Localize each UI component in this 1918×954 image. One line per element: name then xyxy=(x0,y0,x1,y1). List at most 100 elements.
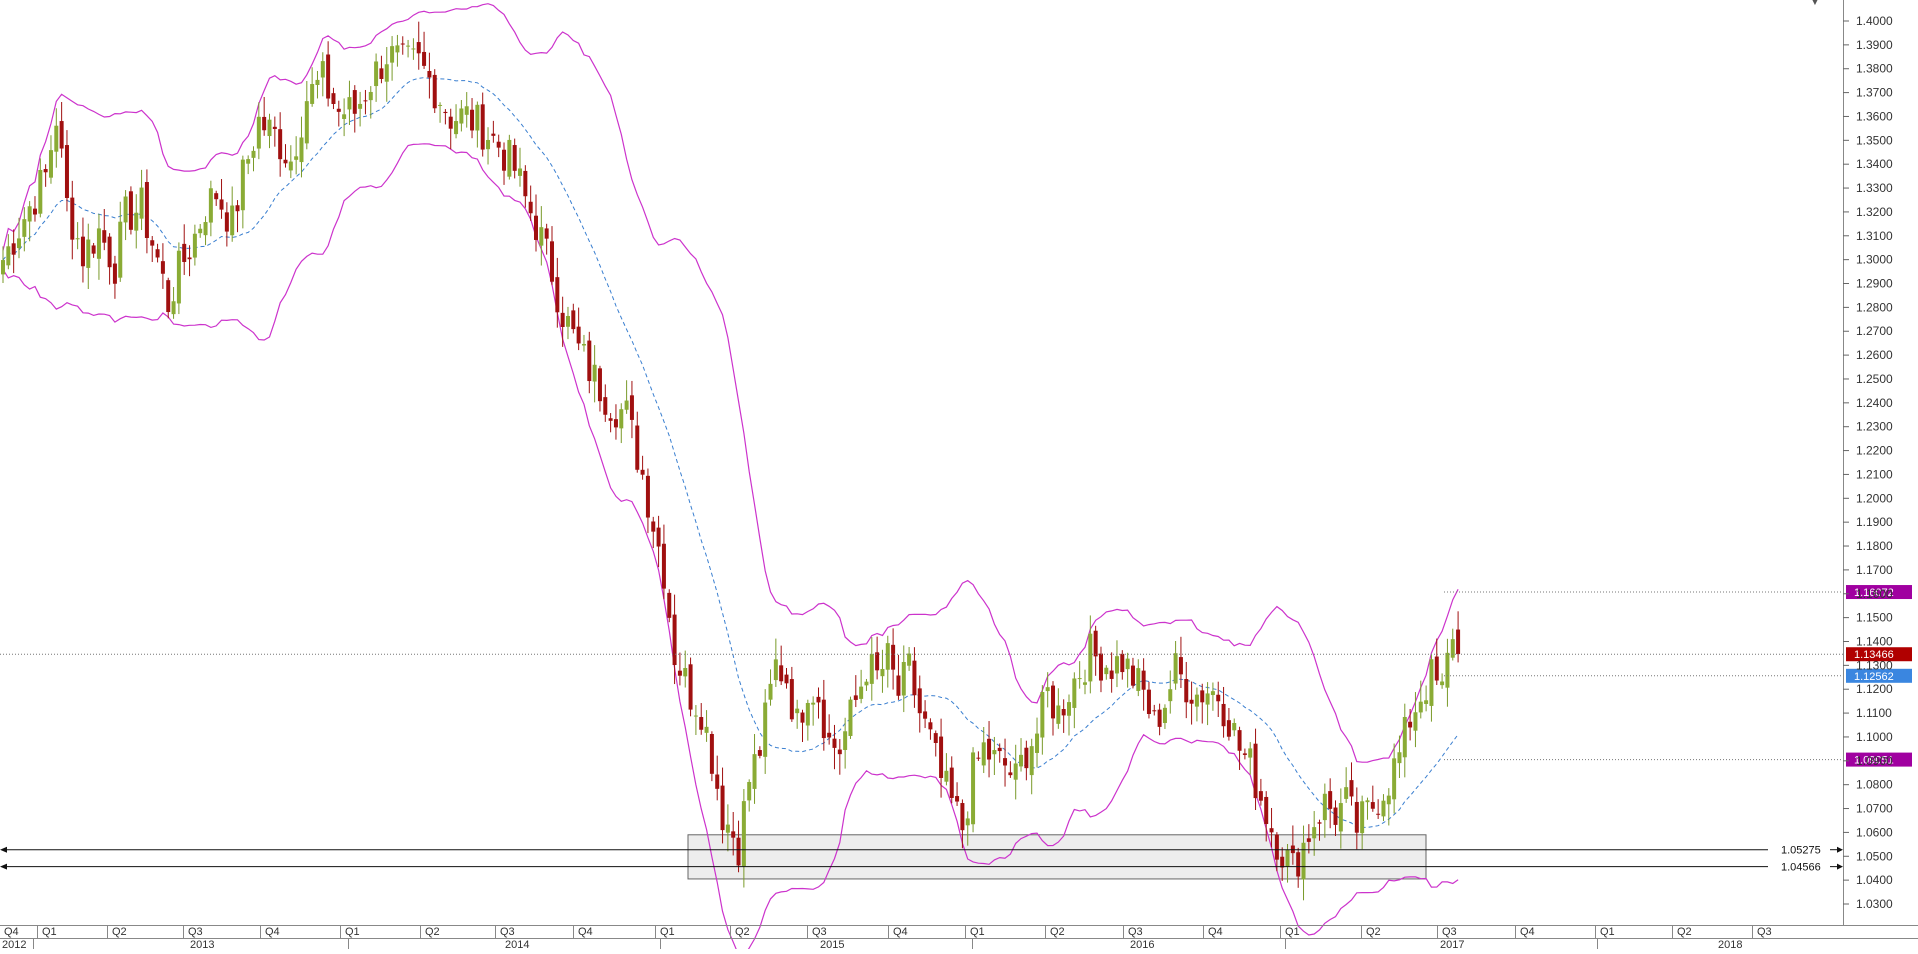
candle-body xyxy=(1114,656,1119,674)
candle-body xyxy=(112,263,117,284)
candle-body xyxy=(789,679,794,720)
y-axis: 1.0300 1.0400 1.0500 1.0600 1.0700 1.0800 1.09… xyxy=(1843,0,1893,925)
candle-body xyxy=(592,364,597,382)
candle-body xyxy=(352,90,357,114)
candle-body xyxy=(1296,852,1301,877)
candle-body xyxy=(1184,678,1189,703)
candle-body xyxy=(496,141,501,148)
candle-body xyxy=(693,715,698,717)
candle-body xyxy=(528,201,533,214)
candle-body xyxy=(518,168,523,176)
candle-body xyxy=(96,228,101,259)
candle-body xyxy=(443,111,448,114)
x-axis: Q4 Q1 Q2 Q3 Q4 Q1 Q2 Q3 Q4 Q1 Q2 Q3 Q4 Q1 Q2 Q3 Q4 Q1 Q2 Q3… xyxy=(0,925,1918,951)
candle-body xyxy=(976,757,981,759)
candles xyxy=(1,21,1461,901)
candle-body xyxy=(1082,682,1087,685)
candle-body xyxy=(486,139,491,150)
candle-body xyxy=(901,661,906,696)
candle-body xyxy=(427,70,432,78)
y-tick-label: 1.1200 xyxy=(1856,682,1893,696)
candle-body xyxy=(539,227,544,246)
x-year-label: 2014 xyxy=(505,939,529,949)
candle-body xyxy=(134,212,139,231)
y-tick-label: 1.2600 xyxy=(1856,348,1893,362)
candle-body xyxy=(523,170,528,197)
candle-body xyxy=(1051,685,1056,719)
candle-body xyxy=(741,801,746,867)
candle-body xyxy=(1232,722,1237,731)
x-quarter-label: Q3 xyxy=(812,926,827,938)
candle-body xyxy=(1354,801,1359,833)
candle-body xyxy=(763,702,768,757)
candle-body xyxy=(1173,653,1178,684)
candle-body xyxy=(619,409,624,429)
candle-body xyxy=(470,109,475,131)
candle-body xyxy=(299,137,304,163)
candle-body xyxy=(1440,681,1445,686)
candle-body xyxy=(1306,838,1311,842)
candle-body xyxy=(859,686,864,699)
candle-body xyxy=(635,425,640,470)
candle-body xyxy=(390,46,395,63)
candle-body xyxy=(1013,763,1018,780)
candle-body xyxy=(1168,689,1173,702)
candle-body xyxy=(960,803,965,831)
price-marker-box xyxy=(1846,752,1912,767)
support-line-label: 1.04566 xyxy=(1781,862,1821,874)
candle-body xyxy=(651,521,656,532)
candle-body xyxy=(1109,670,1114,679)
y-tick-label: 1.3300 xyxy=(1856,181,1893,195)
candle-body xyxy=(48,150,53,178)
y-tick-label: 1.3200 xyxy=(1856,205,1893,219)
candle-body xyxy=(923,711,928,719)
candle-body xyxy=(11,243,16,255)
candle-body xyxy=(1328,791,1333,809)
candle-body xyxy=(1194,694,1199,707)
candle-body xyxy=(6,246,11,266)
candle-body xyxy=(757,750,762,756)
candle-body xyxy=(1120,653,1125,673)
x-quarter-label: Q4 xyxy=(4,926,19,938)
x-quarter-label: Q3 xyxy=(500,926,515,938)
candle-body xyxy=(304,101,309,144)
candle-body xyxy=(1072,678,1077,708)
candle-body xyxy=(272,126,277,129)
candle-body xyxy=(907,653,912,666)
candle-body xyxy=(544,228,549,239)
candle-body xyxy=(38,169,43,214)
x-quarter-label: Q2 xyxy=(1050,926,1065,938)
chevron-down-icon[interactable]: ▼ xyxy=(1810,0,1820,8)
candle-body xyxy=(549,241,554,282)
y-tick-label: 1.0400 xyxy=(1856,873,1893,887)
candle-body xyxy=(1205,693,1210,705)
candle-body xyxy=(326,54,331,99)
y-tick-label: 1.1500 xyxy=(1856,611,1893,625)
candle-body xyxy=(91,245,96,254)
x-quarter-label: Q2 xyxy=(112,926,127,938)
candle-body xyxy=(987,738,992,760)
candle-body xyxy=(59,121,64,149)
candle-body xyxy=(1146,689,1151,714)
candle-body xyxy=(464,106,469,115)
y-tick-label: 1.2700 xyxy=(1856,324,1893,338)
candle-body xyxy=(368,91,373,101)
candle-body xyxy=(1274,834,1279,860)
y-tick-label: 1.3600 xyxy=(1856,109,1893,123)
candle-body xyxy=(139,187,144,219)
candle-body xyxy=(965,818,970,826)
candle-body xyxy=(939,736,944,778)
x-quarter-label: Q3 xyxy=(1128,926,1143,938)
x-year-label: 2012 xyxy=(2,939,26,949)
x-quarter-label: Q4 xyxy=(265,926,280,938)
candle-body xyxy=(1216,694,1221,702)
x-quarter-label: Q2 xyxy=(425,926,440,938)
candle-body xyxy=(363,100,368,102)
candle-body xyxy=(1322,793,1327,821)
y-tick-label: 1.2800 xyxy=(1856,300,1893,314)
support-zone-layer xyxy=(687,834,1427,880)
candle-body xyxy=(176,250,181,304)
candle-body xyxy=(1418,701,1423,713)
y-tick-label: 1.0700 xyxy=(1856,802,1893,816)
candle-body xyxy=(1067,702,1071,716)
